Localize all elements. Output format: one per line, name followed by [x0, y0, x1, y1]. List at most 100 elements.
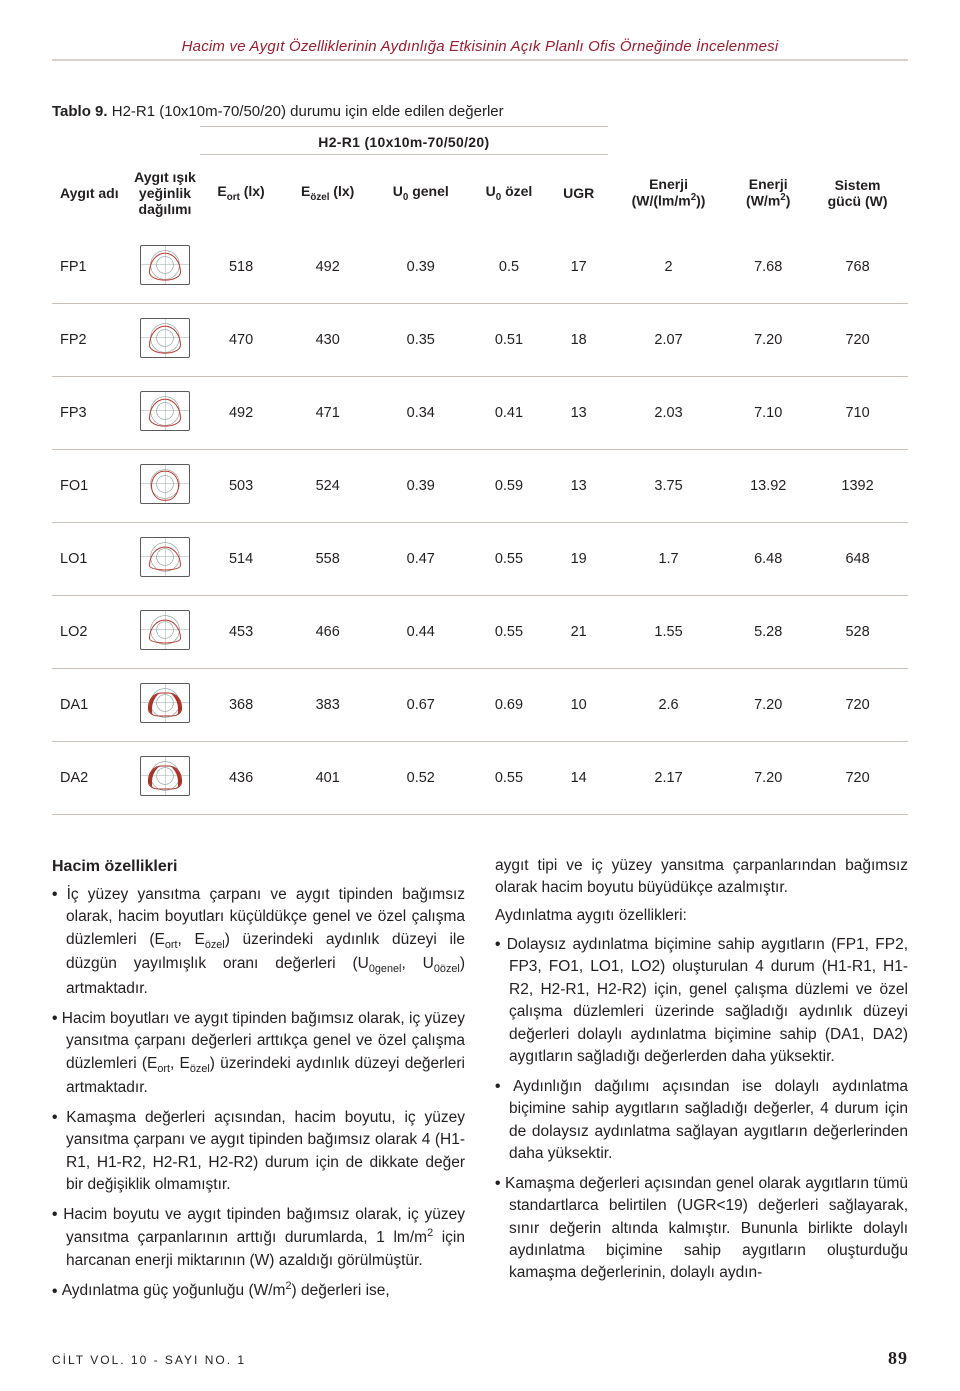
cell-u0g: 0.35 [373, 303, 468, 376]
list-item: Dolaysız aydınlatma biçimine sahip aygıt… [495, 934, 908, 1069]
body-columns: Hacim özellikleri İç yüzey yansıtma çarp… [52, 855, 908, 1311]
cell-name: LO1 [52, 522, 130, 595]
cell-sys: 648 [807, 522, 908, 595]
left-list: İç yüzey yansıtma çarpanı ve aygıt tipin… [52, 884, 465, 1303]
cell-ewm: 7.10 [729, 376, 807, 449]
caption-text: H2-R1 (10x10m-70/50/20) durumu için elde… [112, 103, 504, 120]
data-table: H2-R1 (10x10m-70/50/20) Aygıt adı Aygıt … [52, 126, 908, 815]
cell-sys: 528 [807, 595, 908, 668]
cell-dist [130, 741, 200, 814]
list-item: Aydınlığın dağılımı açısından ise dolayl… [495, 1076, 908, 1166]
table-row: LO24534660.440.55211.555.28528 [52, 595, 908, 668]
cell-sys: 720 [807, 668, 908, 741]
cell-name: DA2 [52, 741, 130, 814]
col-ewm: Enerji(W/m2) [729, 155, 807, 231]
cell-eozel: 430 [282, 303, 373, 376]
cell-dist [130, 595, 200, 668]
col-name: Aygıt adı [52, 155, 130, 231]
cell-ugr: 21 [550, 595, 608, 668]
cell-sys: 768 [807, 231, 908, 304]
table-body: FP15184920.390.51727.68768FP24704300.350… [52, 231, 908, 815]
running-head: Hacim ve Aygıt Özelliklerinin Aydınlığa … [52, 38, 908, 61]
cell-u0o: 0.69 [468, 668, 549, 741]
col-sys: Sistemgücü (W) [807, 155, 908, 231]
cell-u0g: 0.52 [373, 741, 468, 814]
cell-name: FO1 [52, 449, 130, 522]
table-row: DA24364010.520.55142.177.20720 [52, 741, 908, 814]
cell-u0o: 0.55 [468, 741, 549, 814]
polar-icon [140, 683, 190, 723]
cell-dist [130, 303, 200, 376]
col-ugr: UGR [550, 155, 608, 231]
col-u0o: U0 özel [468, 155, 549, 231]
cell-ugr: 13 [550, 449, 608, 522]
list-item: İç yüzey yansıtma çarpanı ve aygıt tipin… [52, 884, 465, 1001]
cell-eozel: 558 [282, 522, 373, 595]
cell-eort: 503 [200, 449, 282, 522]
cell-elm: 1.55 [608, 595, 730, 668]
table-row: LO15145580.470.55191.76.48648 [52, 522, 908, 595]
cell-ewm: 7.20 [729, 303, 807, 376]
col-eozel: Eözel (lx) [282, 155, 373, 231]
page-footer: CİLT VOL. 10 - SAYI NO. 1 89 [0, 1330, 960, 1383]
cell-ugr: 18 [550, 303, 608, 376]
cell-u0o: 0.59 [468, 449, 549, 522]
col-eort: Eort (lx) [200, 155, 282, 231]
cell-sys: 1392 [807, 449, 908, 522]
col-dist: Aygıt ışık yeğinlik dağılımı [130, 155, 200, 231]
cell-eozel: 383 [282, 668, 373, 741]
list-item: Kamaşma değerleri açısından genel olarak… [495, 1173, 908, 1285]
right-lead: aygıt tipi ve iç yüzey yansıtma çarpanla… [495, 855, 908, 900]
cell-dist [130, 522, 200, 595]
cell-u0o: 0.51 [468, 303, 549, 376]
cell-dist [130, 449, 200, 522]
col-u0g: U0 genel [373, 155, 468, 231]
cell-name: FP2 [52, 303, 130, 376]
cell-eozel: 466 [282, 595, 373, 668]
polar-icon [140, 464, 190, 504]
polar-icon [140, 610, 190, 650]
cell-ewm: 13.92 [729, 449, 807, 522]
cell-eort: 436 [200, 741, 282, 814]
cell-eort: 518 [200, 231, 282, 304]
cell-u0g: 0.39 [373, 449, 468, 522]
cell-ugr: 17 [550, 231, 608, 304]
cell-ewm: 6.48 [729, 522, 807, 595]
cell-u0o: 0.5 [468, 231, 549, 304]
cell-eozel: 401 [282, 741, 373, 814]
cell-ugr: 10 [550, 668, 608, 741]
polar-icon [140, 537, 190, 577]
cell-sys: 720 [807, 741, 908, 814]
cell-u0g: 0.47 [373, 522, 468, 595]
table-row: DA13683830.670.69102.67.20720 [52, 668, 908, 741]
right-column: aygıt tipi ve iç yüzey yansıtma çarpanla… [495, 855, 908, 1311]
cell-u0o: 0.41 [468, 376, 549, 449]
cell-name: DA1 [52, 668, 130, 741]
cell-elm: 2.6 [608, 668, 730, 741]
cell-u0g: 0.34 [373, 376, 468, 449]
cell-eozel: 524 [282, 449, 373, 522]
cell-eort: 514 [200, 522, 282, 595]
polar-icon [140, 318, 190, 358]
cell-name: FP3 [52, 376, 130, 449]
table-row: FO15035240.390.59133.7513.921392 [52, 449, 908, 522]
cell-eort: 453 [200, 595, 282, 668]
table-row: FP15184920.390.51727.68768 [52, 231, 908, 304]
cell-u0g: 0.39 [373, 231, 468, 304]
polar-icon [140, 391, 190, 431]
cell-u0o: 0.55 [468, 522, 549, 595]
cell-ewm: 5.28 [729, 595, 807, 668]
cell-eort: 492 [200, 376, 282, 449]
table-row: FP24704300.350.51182.077.20720 [52, 303, 908, 376]
cell-eozel: 471 [282, 376, 373, 449]
cell-elm: 2.17 [608, 741, 730, 814]
right-list: Dolaysız aydınlatma biçimine sahip aygıt… [495, 934, 908, 1285]
cell-eozel: 492 [282, 231, 373, 304]
table-row: FP34924710.340.41132.037.10710 [52, 376, 908, 449]
table-caption: Tablo 9. H2-R1 (10x10m-70/50/20) durumu … [52, 89, 908, 122]
left-heading: Hacim özellikleri [52, 855, 465, 878]
cell-u0g: 0.67 [373, 668, 468, 741]
cell-elm: 2 [608, 231, 730, 304]
cell-elm: 2.07 [608, 303, 730, 376]
cell-elm: 1.7 [608, 522, 730, 595]
